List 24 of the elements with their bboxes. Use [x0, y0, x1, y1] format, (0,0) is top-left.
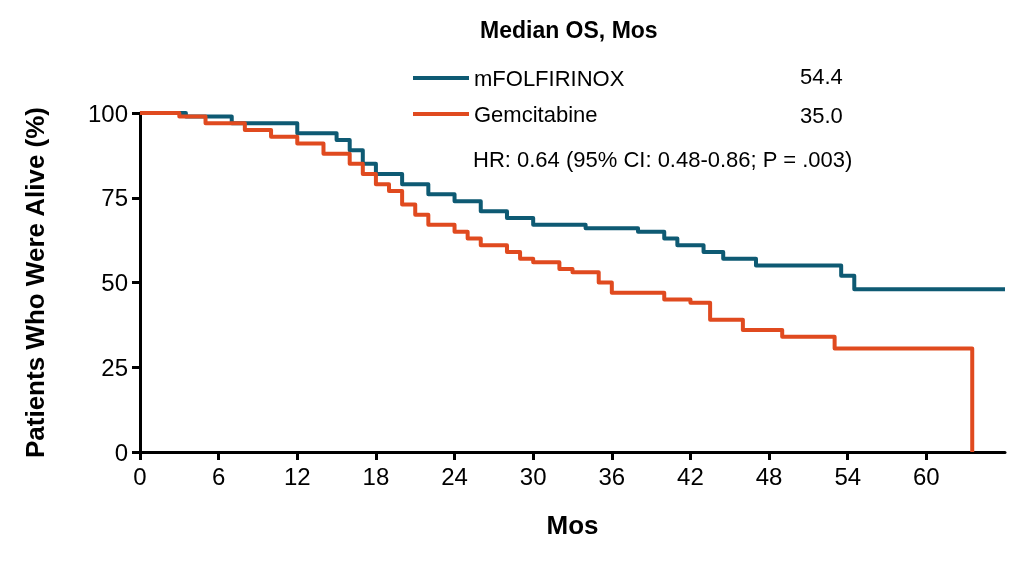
annotation: HR: 0.64 (95% CI: 0.48-0.86; P = .003)	[473, 146, 853, 172]
y-tick-label: 75	[101, 184, 128, 212]
y-tick-label: 25	[101, 353, 128, 381]
x-tick-label: 42	[677, 462, 704, 490]
legend-label: Gemcitabine	[474, 101, 598, 127]
y-axis-title: Patients Who Were Alive (%)	[20, 106, 50, 459]
x-tick-label: 24	[441, 462, 468, 490]
text: 54.4	[800, 63, 843, 89]
x-tick-label: 36	[598, 462, 626, 490]
x-tick-label: 0	[133, 462, 147, 490]
x-tick-label: 60	[913, 462, 940, 490]
legend-title: Median OS, Mos	[480, 16, 658, 43]
x-tick-label: 30	[519, 462, 547, 490]
x-tick-label: 54	[834, 462, 862, 490]
annotation: 35.0	[800, 102, 843, 128]
x-tick-label: 18	[362, 462, 390, 490]
y-tick-label: 0	[114, 438, 128, 466]
y-tick-label: 100	[87, 99, 128, 127]
x-tick-label: 6	[211, 462, 226, 490]
legend-label: mFOLFIRINOX	[474, 65, 625, 91]
x-tick-label: 12	[283, 462, 311, 490]
y-tick-label: 50	[101, 269, 128, 296]
x-axis-title: Mos	[546, 510, 599, 540]
x-tick-label: 48	[755, 462, 783, 490]
